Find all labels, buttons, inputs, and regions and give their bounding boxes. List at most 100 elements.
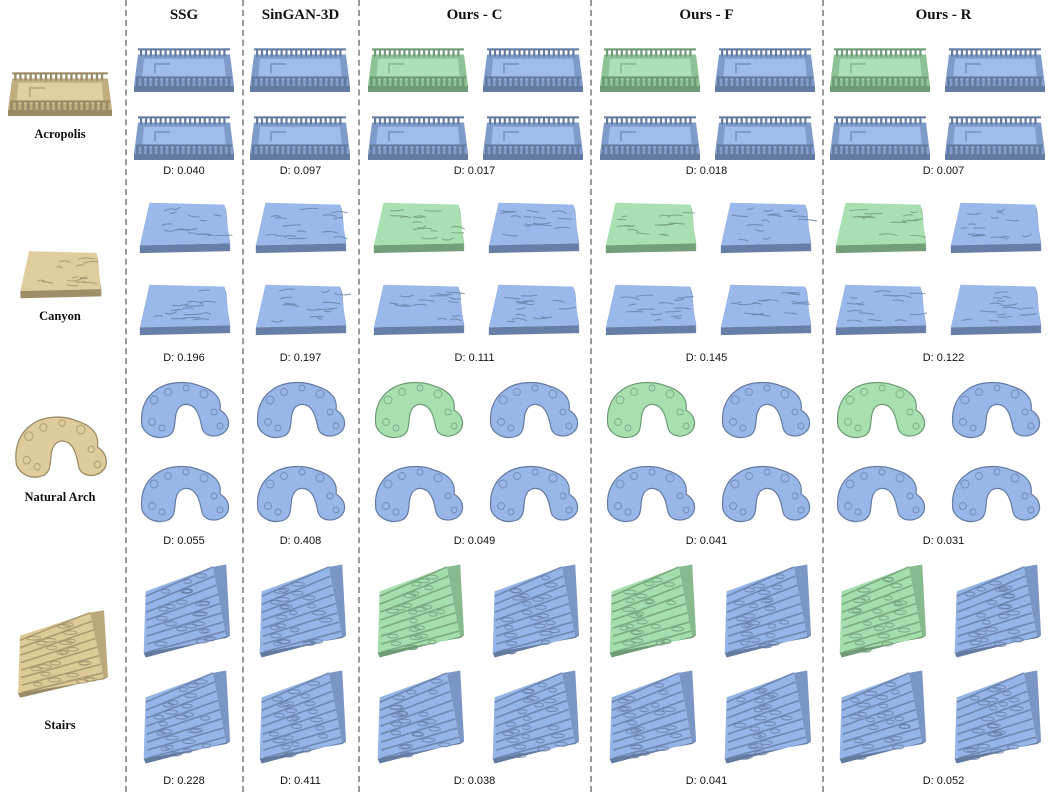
column-divider [590, 0, 592, 792]
sample-acropolis-ours-f-1-1 [600, 40, 700, 92]
column-divider [125, 0, 127, 792]
distance-stairs-ours-r: D: 0.052 [922, 775, 965, 787]
distance-arch-ours-r: D: 0.031 [922, 535, 965, 547]
sample-stairs-ours-c-1-1 [370, 562, 466, 660]
sample-canyon-ours-r-2-2 [947, 275, 1043, 337]
row-label-stairs: Stairs [44, 718, 76, 732]
distance-arch-ours-c: D: 0.049 [453, 535, 496, 547]
sample-arch-ours-c-1-2 [368, 460, 468, 526]
column-header-ours-c: Ours - C [446, 7, 503, 23]
sample-acropolis-ours-f-2-2 [715, 108, 815, 160]
sample-acropolis-ssg-1-2 [134, 108, 234, 160]
sample-canyon-ours-c-1-1 [370, 193, 466, 255]
distance-arch-singan-3d: D: 0.408 [279, 535, 322, 547]
sample-arch-singan-3d-1-1 [250, 376, 350, 442]
sample-acropolis-ours-r-2-2 [945, 108, 1045, 160]
column-header-ours-r: Ours - R [915, 7, 972, 23]
column-header-ours-f: Ours - F [679, 7, 734, 23]
sample-acropolis-ours-f-2-1 [715, 40, 815, 92]
exemplar-arch [8, 410, 112, 482]
sample-canyon-ours-r-1-2 [832, 275, 928, 337]
sample-canyon-ours-c-1-2 [370, 275, 466, 337]
distance-stairs-ssg: D: 0.228 [163, 775, 205, 787]
distance-acropolis-ours-r: D: 0.007 [922, 165, 965, 177]
distance-arch-ours-f: D: 0.041 [685, 535, 728, 547]
sample-stairs-ours-f-2-2 [717, 668, 813, 766]
sample-arch-singan-3d-1-2 [250, 460, 350, 526]
distance-acropolis-ours-f: D: 0.018 [685, 165, 728, 177]
distance-canyon-ssg: D: 0.196 [163, 352, 205, 364]
sample-canyon-singan-3d-1-1 [252, 193, 348, 255]
sample-stairs-ours-r-1-2 [832, 668, 928, 766]
sample-arch-ours-f-2-2 [715, 460, 815, 526]
sample-acropolis-ours-c-1-1 [368, 40, 468, 92]
sample-canyon-ours-f-2-2 [717, 275, 813, 337]
sample-canyon-ours-f-1-2 [602, 275, 698, 337]
sample-canyon-ours-c-2-1 [485, 193, 581, 255]
sample-arch-ours-r-1-2 [830, 460, 930, 526]
sample-acropolis-ours-c-1-2 [368, 108, 468, 160]
sample-stairs-ours-r-2-2 [947, 668, 1043, 766]
column-header-ssg: SSG [169, 7, 199, 23]
distance-acropolis-singan-3d: D: 0.097 [279, 165, 322, 177]
sample-stairs-ours-r-2-1 [947, 562, 1043, 660]
sample-acropolis-ours-c-2-1 [483, 40, 583, 92]
sample-acropolis-singan-3d-1-2 [250, 108, 350, 160]
sample-stairs-ours-r-1-1 [832, 562, 928, 660]
sample-acropolis-ssg-1-1 [134, 40, 234, 92]
sample-arch-ours-f-1-1 [600, 376, 700, 442]
sample-stairs-ssg-1-2 [136, 668, 232, 766]
column-header-singan-3d: SinGAN-3D [261, 7, 340, 23]
sample-arch-ssg-1-2 [134, 460, 234, 526]
distance-stairs-ours-f: D: 0.041 [685, 775, 728, 787]
column-divider [242, 0, 244, 792]
distance-canyon-ours-c: D: 0.111 [454, 352, 495, 364]
sample-stairs-ours-c-2-2 [485, 668, 581, 766]
distance-arch-ssg: D: 0.055 [163, 535, 205, 547]
sample-arch-ours-f-1-2 [600, 460, 700, 526]
distance-stairs-singan-3d: D: 0.411 [280, 775, 321, 787]
sample-stairs-ssg-1-1 [136, 562, 232, 660]
sample-acropolis-ours-r-2-1 [945, 40, 1045, 92]
sample-acropolis-ours-c-2-2 [483, 108, 583, 160]
exemplar-acropolis [8, 64, 112, 116]
sample-arch-ours-c-2-2 [483, 460, 583, 526]
sample-canyon-ours-r-1-1 [832, 193, 928, 255]
row-label-acropolis: Acropolis [34, 127, 86, 141]
sample-arch-ours-r-2-2 [945, 460, 1045, 526]
sample-canyon-ours-c-2-2 [485, 275, 581, 337]
sample-acropolis-ours-f-1-2 [600, 108, 700, 160]
sample-stairs-ours-c-1-2 [370, 668, 466, 766]
sample-stairs-ours-f-2-1 [717, 562, 813, 660]
sample-acropolis-ours-r-1-2 [830, 108, 930, 160]
sample-acropolis-ours-r-1-1 [830, 40, 930, 92]
sample-canyon-singan-3d-1-2 [252, 275, 352, 337]
sample-canyon-ours-f-2-1 [717, 193, 818, 255]
distance-stairs-ours-c: D: 0.038 [453, 775, 496, 787]
distance-canyon-ours-r: D: 0.122 [922, 352, 965, 364]
distance-canyon-singan-3d: D: 0.197 [279, 352, 322, 364]
sample-arch-ssg-1-1 [134, 376, 234, 442]
distance-acropolis-ours-c: D: 0.017 [453, 165, 496, 177]
row-label-natural-arch: Natural Arch [24, 490, 96, 504]
sample-acropolis-singan-3d-1-1 [250, 40, 350, 92]
sample-stairs-ours-c-2-1 [485, 562, 581, 660]
column-divider [358, 0, 360, 792]
sample-canyon-ssg-1-2 [136, 275, 232, 337]
distance-canyon-ours-f: D: 0.145 [685, 352, 728, 364]
exemplar-canyon [17, 242, 103, 300]
sample-stairs-singan-3d-1-2 [252, 668, 348, 766]
sample-stairs-ours-f-1-1 [602, 562, 698, 660]
sample-arch-ours-r-1-1 [830, 376, 930, 442]
sample-stairs-ours-f-1-2 [602, 668, 698, 766]
distance-acropolis-ssg: D: 0.040 [163, 165, 205, 177]
row-label-canyon: Canyon [39, 309, 81, 323]
sample-canyon-ours-r-2-1 [947, 193, 1043, 255]
exemplar-stairs [10, 608, 110, 700]
sample-canyon-ssg-1-1 [136, 193, 233, 255]
column-divider [822, 0, 824, 792]
sample-canyon-ours-f-1-1 [602, 193, 698, 255]
sample-arch-ours-c-2-1 [483, 376, 583, 442]
sample-stairs-singan-3d-1-1 [252, 562, 348, 660]
